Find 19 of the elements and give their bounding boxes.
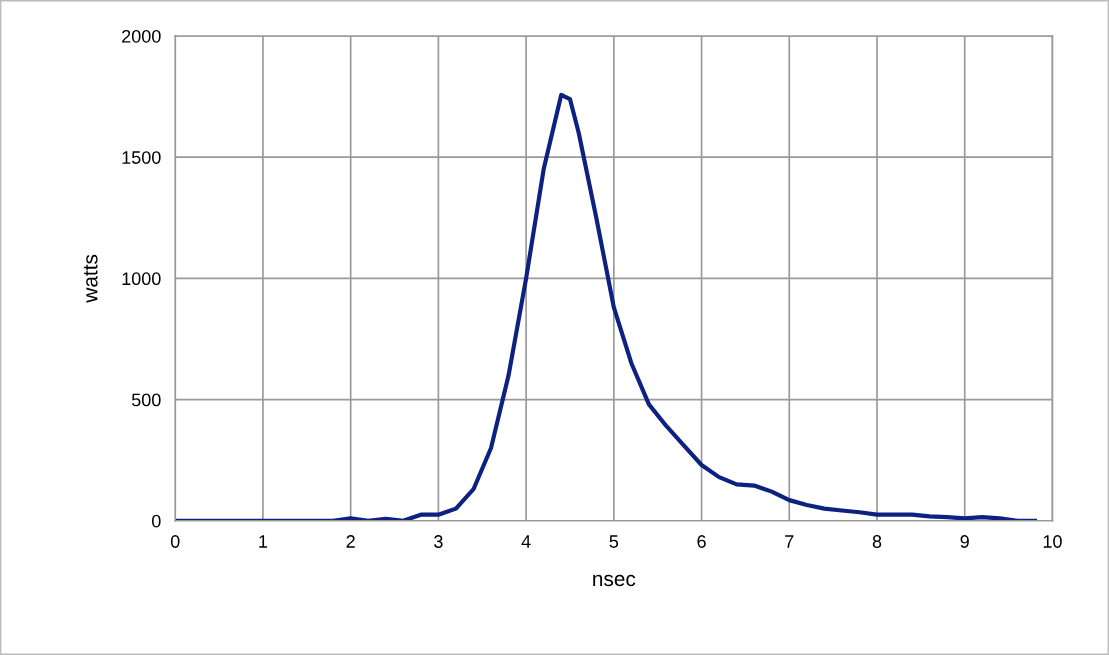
x-tick-label: 10 [1043,535,1062,548]
y-tick-label: 1500 [122,151,161,164]
y-tick-label: 2000 [122,29,161,43]
x-tick-label: 8 [872,535,882,548]
x-tick-label: 6 [697,535,706,548]
x-tick-label: 7 [785,535,794,548]
x-tick-label: 0 [170,535,180,548]
x-tick-label: 4 [521,535,531,548]
x-tick-label: 9 [960,535,969,548]
x-axis-title: nsec [593,574,636,587]
x-tick-label: 1 [259,535,268,548]
x-tick-label: 3 [434,535,443,548]
y-tick-label: 1000 [122,272,161,286]
y-tick-label: 500 [131,393,161,407]
y-tick-label: 0 [152,514,161,528]
y-axis-title: watts [83,254,98,303]
line-series [175,92,1037,521]
x-tick-label: 2 [346,535,355,548]
x-tick-label: 5 [609,535,619,548]
